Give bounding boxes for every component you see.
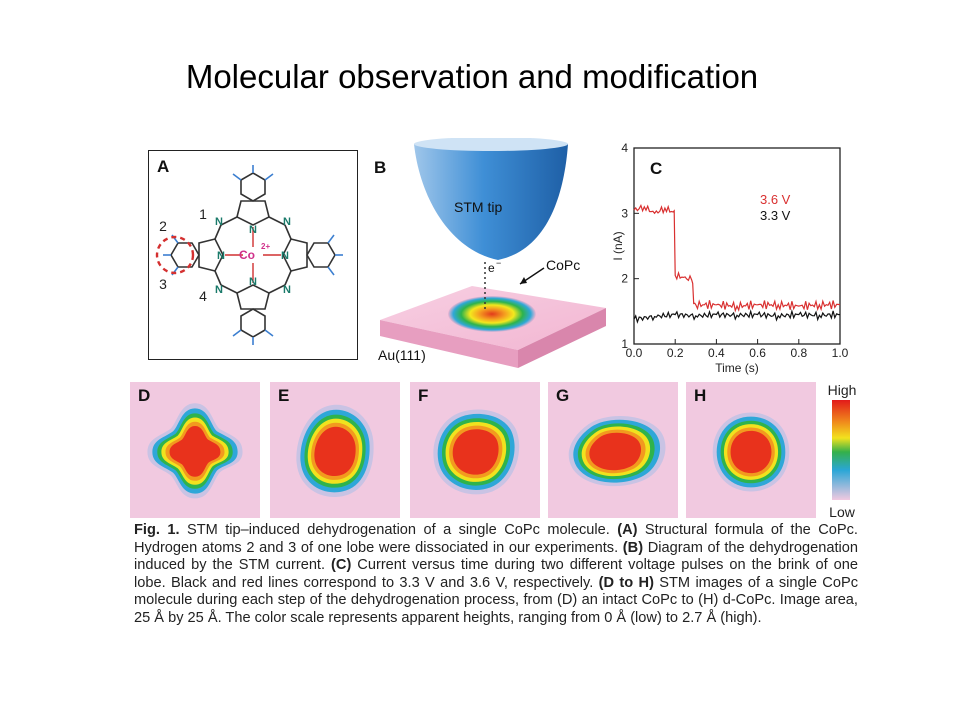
x-axis-label: Time (s) [715, 361, 759, 375]
tip-label: STM tip [454, 199, 502, 215]
y-axis-label: I (nA) [611, 231, 625, 260]
copc-structure-icon: N N N N N N N N Co 2+ 1 2 3 4 [155, 165, 343, 345]
legend-entry: 3.6 V [760, 192, 791, 207]
dissociation-circle [155, 235, 195, 275]
color-scale: High Low [822, 382, 862, 522]
panel-a-structural-formula: A [148, 150, 358, 360]
caption-part: d-CoPc. Image area, 25 Å by 25 Å. The co… [134, 592, 858, 626]
nitrogen-label: N [281, 250, 289, 262]
caption-part: (D) [557, 592, 578, 609]
stm-image-step-1: E [270, 382, 400, 518]
x-tick-label: 0.4 [708, 346, 725, 360]
nitrogen-label: N [215, 216, 223, 228]
position-label-1: 1 [199, 206, 207, 222]
position-label-4: 4 [199, 288, 207, 304]
caption-part: (C) [331, 557, 352, 574]
x-tick-label: 0.8 [790, 346, 807, 360]
substrate-label: Au(111) [378, 347, 426, 363]
panel-c-chart: 0.0 0.2 0.4 0.6 0.8 1.0 1 2 3 4 Time (s) I (nA) 3.6… [610, 138, 850, 378]
position-label-3: 3 [159, 276, 167, 292]
panel-letter-e: E [278, 386, 290, 405]
legend-entry: 3.3 V [760, 208, 791, 223]
electron-sup: − [496, 258, 501, 268]
panel-b-diagram: B [370, 138, 620, 373]
caption-part: an intact CoPc to [577, 592, 699, 609]
stm-image-d-copc: H [686, 382, 816, 518]
x-tick-label: 1.0 [832, 346, 849, 360]
nitrogen-label: N [249, 276, 257, 288]
nitrogen-label: N [283, 284, 291, 296]
panel-letter-d: D [138, 386, 151, 405]
series-line-3_6-V [633, 203, 841, 313]
plot-frame [633, 147, 841, 345]
caption-part: Diagram of the dehydrogenation induced b… [134, 539, 858, 574]
stm-image-intact-copc: D [130, 382, 260, 518]
color-scale-bar [832, 400, 850, 500]
panel-letter-b: B [374, 158, 387, 177]
figure-caption: Fig. 1. STM tip–induced dehydrogenation … [134, 522, 858, 628]
metal-label: Co [239, 248, 255, 262]
nitrogen-label: N [215, 284, 223, 296]
panel-letter-f: F [418, 386, 429, 405]
stm-image-step-3: G [548, 382, 678, 518]
caption-part: Structural formula of the CoPc. Hydrogen… [134, 522, 858, 556]
y-tick-label: 4 [621, 141, 628, 155]
caption-part: Current versus time during two different… [134, 557, 859, 591]
copc-molecule [448, 296, 536, 332]
y-tick-label: 3 [621, 206, 628, 220]
panel-letter-a: A [157, 157, 170, 176]
caption-part: STM images of a single CoPc molecule dur… [134, 574, 858, 609]
caption-fig-label: Fig. 1. [134, 522, 180, 538]
figure-1: A [130, 138, 860, 668]
caption-part: (A) [617, 522, 638, 538]
panel-letter-g: G [556, 386, 570, 405]
y-tick-label: 1 [621, 337, 628, 351]
stm-tip [414, 144, 568, 260]
y-tick-label: 2 [621, 272, 628, 286]
electron-label: e [488, 261, 495, 275]
caption-part: (H) [698, 592, 719, 609]
metal-charge: 2+ [261, 242, 270, 251]
caption-part: STM tip–induced dehydrogenation of a sin… [186, 522, 618, 538]
color-scale-low: Low [829, 504, 855, 520]
x-tick-label: 0.2 [667, 346, 684, 360]
current-time-chart: 0.0 0.2 0.4 0.6 0.8 1.0 1 2 3 4 Time (s) I (nA) 3.6… [611, 141, 849, 375]
panel-letter-h: H [694, 386, 707, 405]
stm-image-step-2: F [410, 382, 540, 518]
x-tick-label: 0.0 [626, 346, 643, 360]
molecule-label: CoPc [546, 257, 580, 273]
caption-part: (B) [622, 539, 644, 556]
panel-letter-c: C [650, 159, 662, 178]
nitrogen-label: N [217, 250, 225, 262]
x-tick-label: 0.6 [749, 346, 766, 360]
nitrogen-label: N [249, 224, 257, 236]
position-label-2: 2 [159, 218, 167, 234]
caption-part: (D to H) [598, 574, 654, 591]
series-line-3_3-V [633, 308, 841, 324]
nitrogen-label: N [283, 216, 291, 228]
slide-title: Molecular observation and modification [185, 58, 759, 95]
stm-diagram-icon: e − STM tip CoPc Au(111) [378, 138, 606, 368]
color-scale-high: High [827, 382, 857, 398]
stm-image-row: D E F G H [130, 382, 860, 518]
